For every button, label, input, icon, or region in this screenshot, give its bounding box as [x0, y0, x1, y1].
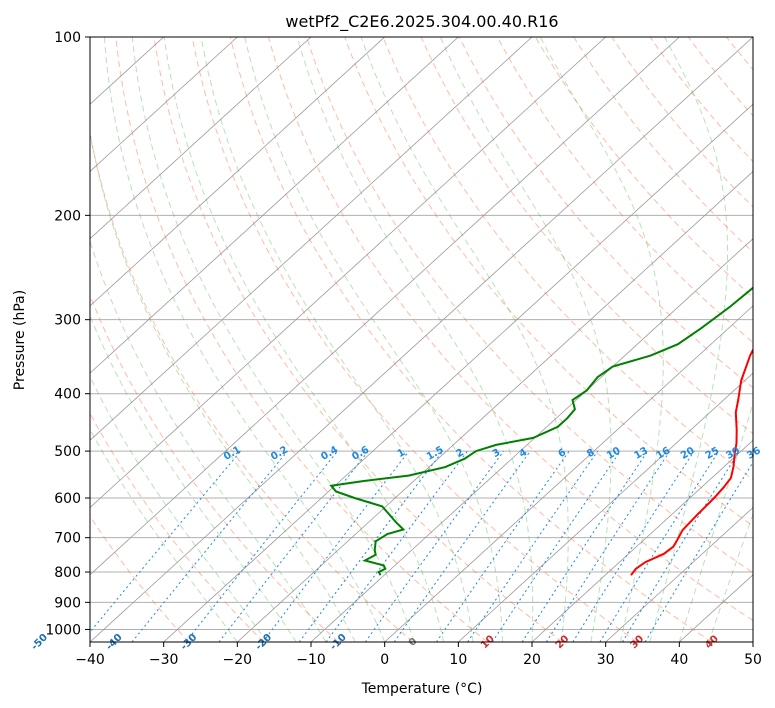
- isotherm-line: [90, 37, 312, 240]
- mixing-ratio-label: 1: [396, 447, 408, 460]
- mixing-ratio-line: [621, 450, 740, 642]
- x-tick-label: −20: [223, 652, 253, 668]
- moist-adiabat-line: [90, 314, 297, 642]
- isotherm-line: [310, 238, 753, 642]
- y-tick-label: 600: [54, 491, 81, 507]
- moist-adiabat-line: [539, 37, 664, 642]
- dewpoint-profile-line: [329, 285, 753, 576]
- isotherm-line: [163, 103, 753, 642]
- dry-adiabat-line: [191, 37, 638, 642]
- dry-adiabat-line: [90, 131, 414, 642]
- isotherm-line: [90, 37, 753, 642]
- dry-adiabat-line: [90, 412, 264, 642]
- x-tick-label: −40: [75, 652, 105, 668]
- y-tick-label: 700: [54, 531, 81, 547]
- x-axis: −40 −30 −20 −10 0 10 20 30 40 50: [75, 642, 762, 668]
- dry-adiabat-line: [573, 37, 753, 253]
- y-axis-label: Pressure (hPa): [12, 290, 28, 390]
- background-lines: [90, 37, 753, 642]
- mixing-ratio-label: 2: [454, 447, 466, 460]
- dry-adiabat-line: [229, 37, 712, 642]
- moist-adiabat-line: [90, 375, 268, 642]
- plot-frame: [89, 36, 754, 643]
- mixing-ratio-label: 8: [585, 447, 597, 460]
- y-tick-label: 200: [54, 208, 81, 224]
- isotherm-line: [458, 372, 753, 642]
- dry-adiabat-line: [344, 37, 753, 527]
- mixing-ratio-line: [218, 450, 369, 642]
- isotherm-line: [605, 507, 753, 642]
- moist-adiabat-line: [678, 401, 753, 642]
- isotherm-line: [90, 37, 680, 576]
- moist-adiabat-line: [103, 37, 386, 642]
- isotherm-line: [90, 37, 238, 172]
- isotherm-line: [90, 37, 606, 509]
- mixing-ratio-line: [644, 461, 753, 642]
- moist-adiabat-line: [163, 37, 445, 642]
- chart-title: wetPf2_C2E6.2025.304.00.40.R16: [285, 12, 558, 32]
- mixing-ratio-line: [467, 450, 599, 642]
- x-tick-label: 20: [523, 652, 541, 668]
- dry-adiabat-line: [382, 37, 753, 481]
- moist-adiabat-line: [90, 428, 238, 642]
- isotherm-line: [384, 305, 753, 642]
- mixing-ratio-label: 6: [556, 447, 568, 460]
- x-axis-label: Temperature (°C): [361, 681, 483, 697]
- x-tick-label: 50: [744, 652, 762, 668]
- moist-adiabat-line: [90, 239, 327, 642]
- temperature-profile-line: [630, 347, 753, 576]
- x-tick-label: 40: [670, 652, 688, 668]
- mixing-ratio-line: [435, 450, 570, 642]
- y-tick-label: 1000: [45, 622, 81, 638]
- dry-adiabat-line: [306, 37, 753, 574]
- dry-adiabat-line: [90, 293, 339, 642]
- mixing-ratio-line: [262, 450, 410, 642]
- x-tick-label: 10: [449, 652, 467, 668]
- mixing-ratio-label: 4: [517, 447, 529, 460]
- moist-adiabat-line: [360, 37, 569, 642]
- moist-adiabat-line: [439, 37, 612, 642]
- y-tick-label: 900: [54, 595, 81, 611]
- mixing-ratio-line: [599, 450, 720, 642]
- mixing-ratio-line: [393, 450, 531, 642]
- y-tick-label: 300: [54, 313, 81, 329]
- moist-adiabat-line: [649, 37, 728, 642]
- mixing-ratio-line: [185, 450, 338, 642]
- y-tick-label: 100: [54, 30, 81, 46]
- isotherm-line: [90, 37, 533, 441]
- mixing-ratio-line: [491, 450, 621, 642]
- isotherm-line: [90, 37, 459, 374]
- dry-adiabat-line: [458, 37, 753, 389]
- x-tick-label: 30: [597, 652, 615, 668]
- mixing-ratio-label: 3: [491, 447, 503, 460]
- dry-adiabat-line: [649, 37, 753, 163]
- mixing-ratio-line: [90, 450, 242, 633]
- x-tick-label: 0: [380, 652, 389, 668]
- mixing-ratio-line: [364, 450, 505, 642]
- moist-adiabat-line: [90, 129, 356, 642]
- moist-adiabat-line: [200, 37, 474, 642]
- dry-adiabat-line: [420, 37, 753, 435]
- y-tick-label: 400: [54, 387, 81, 403]
- dry-adiabat-line: [153, 37, 563, 642]
- isotherm-line: [90, 37, 385, 307]
- moist-adiabat-line: [244, 37, 503, 642]
- y-tick-label: 800: [54, 565, 81, 581]
- isotherm-line: [237, 170, 753, 642]
- y-axis: 100 200 300 400 500 600 700 800 900 1000: [45, 30, 90, 638]
- dry-adiabat-line: [496, 37, 753, 344]
- moist-adiabat-line: [296, 37, 534, 642]
- x-tick-label: −10: [296, 652, 326, 668]
- mixing-ratio-line: [521, 450, 649, 642]
- y-tick-label: 500: [54, 444, 81, 460]
- x-tick-label: −30: [149, 652, 179, 668]
- isotherm-line: [531, 439, 753, 642]
- dry-adiabat-line: [268, 37, 753, 622]
- profile-series: [329, 285, 753, 576]
- mixing-ratio-line: [131, 450, 288, 642]
- moist-adiabat-line: [708, 513, 753, 642]
